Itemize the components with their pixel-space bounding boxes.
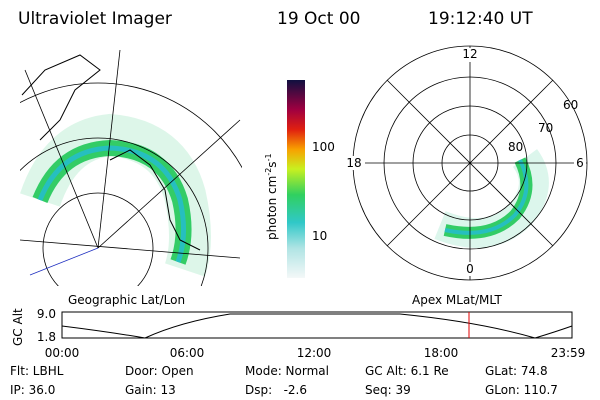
unit-part: -2 (264, 168, 273, 176)
time-label: 12:00 (297, 346, 332, 360)
time-label: 23:59 (551, 346, 586, 360)
status-field: IP: 36.0 (10, 383, 55, 397)
polar-grid (352, 45, 588, 281)
colorbar-tick-label: 10 (312, 229, 327, 243)
orbit-y-label: 9.0 (37, 307, 56, 321)
orbit-axis-label: GC Alt (11, 308, 25, 346)
mlt-label: 12 (462, 47, 477, 61)
panel-label: Apex MLat/MLT (412, 293, 502, 307)
geo-image (20, 50, 242, 286)
instrument: Ultraviolet Imager (18, 9, 172, 29)
colorbar-tick-label: 100 (312, 140, 335, 154)
status-field: Mode: Normal (245, 364, 329, 378)
status-field: Gain: 13 (125, 383, 176, 397)
panel-label: Geographic Lat/Lon (68, 293, 185, 307)
time: 19:12:40 UT (428, 9, 533, 29)
colorbar (287, 80, 305, 278)
unit-part: s (265, 161, 279, 167)
polar-labels: 12 18 6 0 60 70 80 (343, 47, 586, 276)
lat-label: 70 (538, 121, 553, 135)
status-field: Seq: 39 (365, 383, 411, 397)
mlt-label: 6 (576, 156, 584, 170)
status-field: GC Alt: 6.1 Re (365, 364, 449, 378)
time-labels: 00:00 06:00 12:00 18:00 23:59 (45, 346, 586, 360)
mlt-label: 18 (346, 156, 361, 170)
status-block: Flt: LBHL Door: Open Mode: Normal GC Alt: 6… (10, 364, 558, 397)
status-field: Flt: LBHL (10, 364, 64, 378)
time-label: 06:00 (170, 346, 205, 360)
status-field: Dsp: -2.6 (245, 383, 307, 397)
unit-part: photon cm (265, 176, 279, 240)
status-field: GLon: 110.7 (485, 383, 558, 397)
lat-label: 60 (563, 98, 578, 112)
status-field: Door: Open (125, 364, 194, 378)
time-label: 18:00 (424, 346, 459, 360)
orbit-frame (61, 311, 573, 339)
time-label: 00:00 (45, 346, 80, 360)
unit-part: -1 (264, 153, 273, 161)
mlt-label: 0 (466, 262, 474, 276)
orbit-y-label: 1.8 (37, 330, 56, 344)
colorbar-unit: photon cm-2s-1 (264, 153, 279, 240)
date: 19 Oct 00 (277, 9, 360, 29)
status-field: GLat: 74.8 (485, 364, 548, 378)
lat-label: 80 (508, 140, 523, 154)
orbit-curve (61, 313, 573, 339)
